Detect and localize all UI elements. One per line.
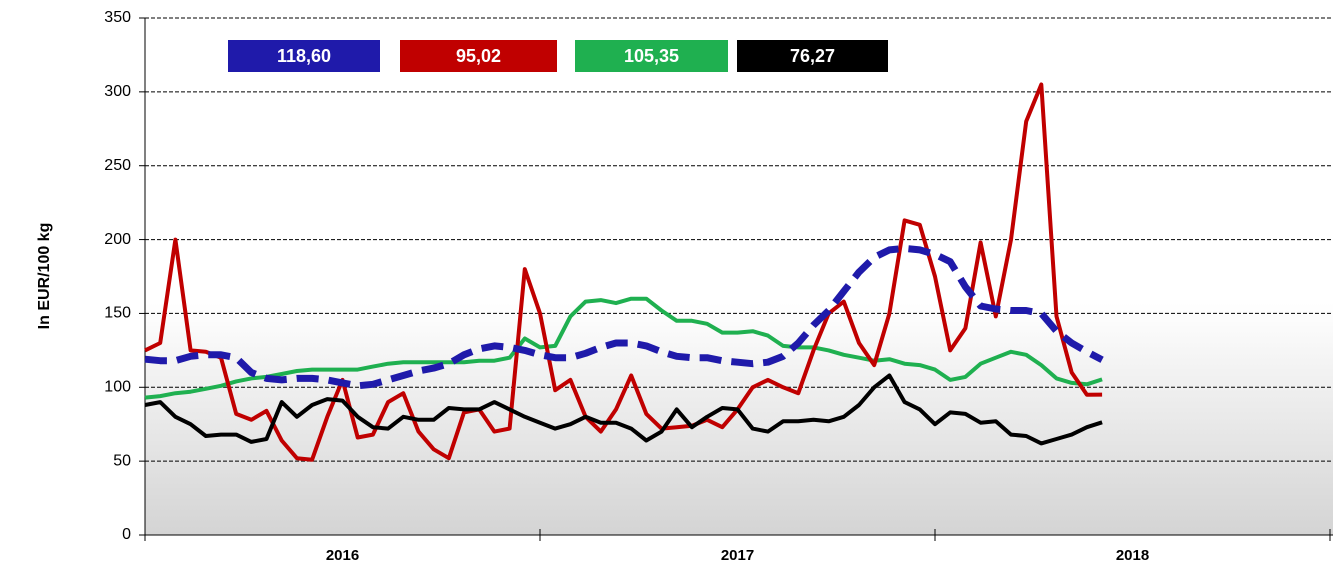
series-line xyxy=(144,373,1103,446)
y-tick-label: 200 xyxy=(104,231,131,248)
value-box xyxy=(228,40,380,72)
value-box xyxy=(737,40,888,72)
value-box xyxy=(400,40,557,72)
value-box-label: 76,27 xyxy=(790,46,835,66)
value-box-label: 95,02 xyxy=(456,46,501,66)
value-box-label: 118,60 xyxy=(277,46,331,66)
plot-background xyxy=(145,18,1333,535)
y-tick-label: 100 xyxy=(104,379,131,396)
value-box xyxy=(575,40,728,72)
y-tick-label: 0 xyxy=(122,526,131,543)
y-tick-label: 150 xyxy=(104,305,131,322)
series-line xyxy=(144,244,1104,390)
y-tick-label: 250 xyxy=(104,157,131,174)
y-axis-title: In EUR/100 kg xyxy=(36,223,53,330)
x-tick-label: 2018 xyxy=(1116,547,1149,564)
series-line xyxy=(144,296,1103,400)
y-tick-label: 300 xyxy=(104,83,131,100)
y-tick-label: 350 xyxy=(104,9,131,26)
value-box-label: 105,35 xyxy=(624,46,679,66)
x-tick-label: 2016 xyxy=(326,547,359,564)
x-tick-label: 2017 xyxy=(721,547,754,564)
y-tick-label: 50 xyxy=(113,452,131,469)
series-line xyxy=(144,82,1103,462)
